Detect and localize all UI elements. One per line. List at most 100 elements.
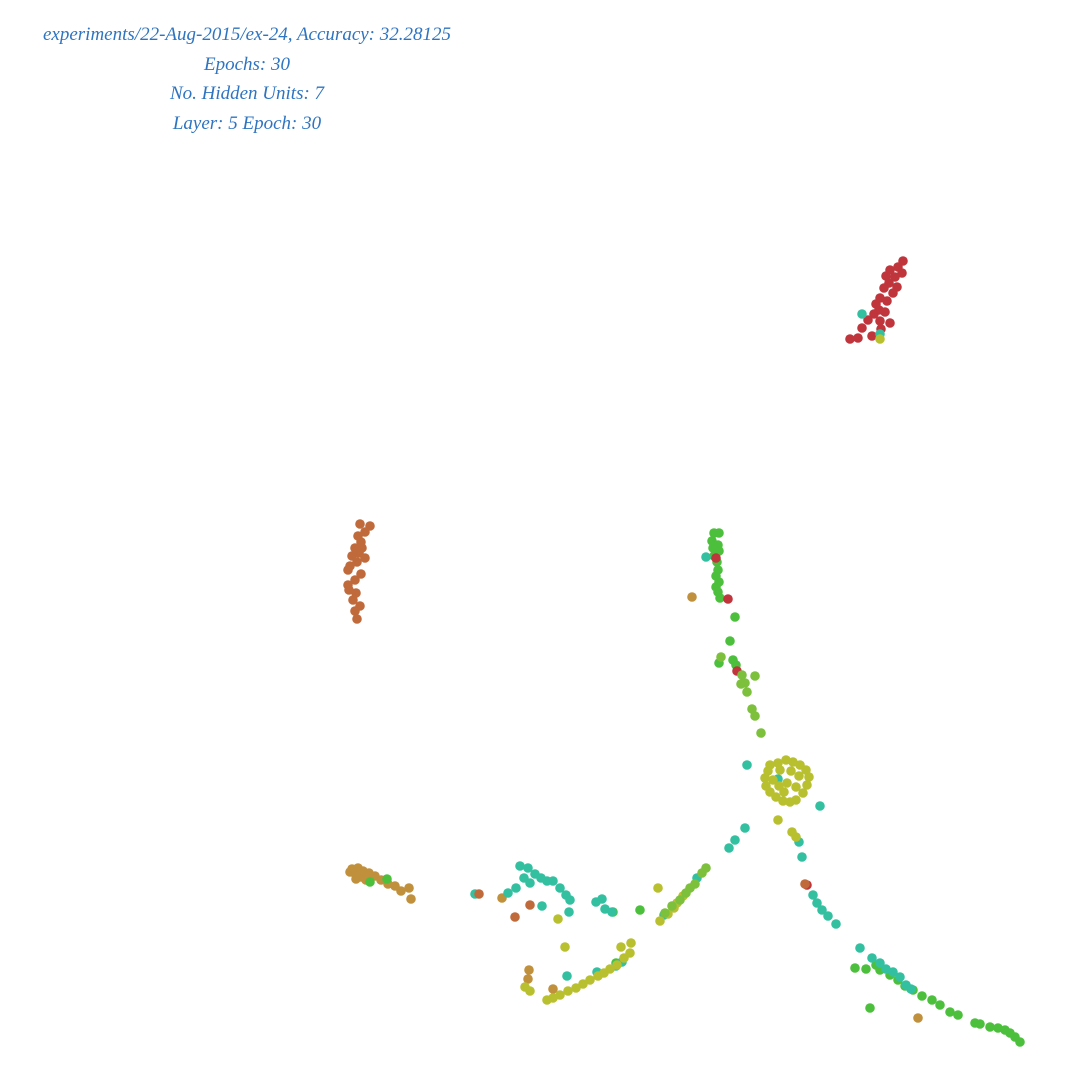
data-point <box>897 268 907 278</box>
data-point <box>797 852 807 862</box>
data-point <box>542 995 552 1005</box>
data-point <box>855 943 865 953</box>
data-point <box>740 823 750 833</box>
data-point <box>523 974 533 984</box>
data-point <box>351 874 361 884</box>
data-point <box>808 890 818 900</box>
data-point <box>935 1000 945 1010</box>
data-point <box>525 878 535 888</box>
data-point <box>348 595 358 605</box>
data-point <box>853 333 863 343</box>
data-point <box>953 1010 963 1020</box>
data-point <box>355 519 365 529</box>
experiment-accuracy-line: experiments/22-Aug-2015/ex-24, Accuracy:… <box>42 24 452 45</box>
data-point <box>681 888 691 898</box>
data-point <box>945 1007 955 1017</box>
data-point <box>562 971 572 981</box>
data-point <box>730 835 740 845</box>
data-point <box>863 315 873 325</box>
data-point <box>360 527 370 537</box>
data-point <box>885 318 895 328</box>
data-point <box>524 965 534 975</box>
data-point <box>786 766 796 776</box>
data-point <box>917 991 927 1001</box>
data-point <box>857 323 867 333</box>
data-point <box>867 331 877 341</box>
data-point <box>515 861 525 871</box>
data-point <box>701 552 711 562</box>
data-point <box>548 984 558 994</box>
data-point <box>474 889 484 899</box>
layer-epoch-line: Layer: 5 Epoch: 30 <box>172 112 322 134</box>
data-point <box>823 911 833 921</box>
data-point <box>537 901 547 911</box>
data-point <box>750 671 760 681</box>
data-point <box>593 971 603 981</box>
data-point <box>343 565 353 575</box>
data-point <box>360 553 370 563</box>
data-point <box>555 883 565 893</box>
data-point <box>815 801 825 811</box>
data-point <box>523 863 533 873</box>
data-point <box>697 868 707 878</box>
data-point <box>861 964 871 974</box>
data-point <box>525 900 535 910</box>
data-point <box>750 711 760 721</box>
data-point <box>812 898 822 908</box>
data-point <box>404 883 414 893</box>
data-point <box>548 876 558 886</box>
data-point <box>725 636 735 646</box>
data-point <box>660 908 670 918</box>
data-point <box>737 670 747 680</box>
data-point <box>736 679 746 689</box>
data-point <box>970 1018 980 1028</box>
data-point <box>993 1023 1003 1033</box>
data-point <box>715 593 725 603</box>
data-point <box>345 867 355 877</box>
data-point <box>553 914 563 924</box>
data-point <box>794 771 804 781</box>
data-point <box>985 1022 995 1032</box>
data-point <box>612 960 622 970</box>
data-point <box>356 569 366 579</box>
data-point <box>357 543 367 553</box>
data-point <box>850 963 860 973</box>
data-point <box>742 687 752 697</box>
data-point <box>352 557 362 567</box>
points-layer <box>343 256 1025 1047</box>
data-point <box>895 972 905 982</box>
data-point <box>761 781 771 791</box>
data-point <box>619 953 629 963</box>
data-point <box>565 895 575 905</box>
data-point <box>607 907 617 917</box>
data-point <box>723 594 733 604</box>
data-point <box>890 272 900 282</box>
data-point <box>857 309 867 319</box>
data-point <box>913 1013 923 1023</box>
data-point <box>927 995 937 1005</box>
data-point <box>564 907 574 917</box>
data-point <box>867 953 877 963</box>
data-point <box>503 888 513 898</box>
data-point <box>756 728 766 738</box>
data-point <box>571 983 581 993</box>
data-point <box>560 942 570 952</box>
data-point <box>616 942 626 952</box>
data-point <box>763 766 773 776</box>
data-point <box>798 788 808 798</box>
data-point <box>845 334 855 344</box>
data-point <box>675 895 685 905</box>
data-point <box>511 883 521 893</box>
data-point <box>831 919 841 929</box>
data-point <box>779 787 789 797</box>
data-point <box>711 553 721 563</box>
data-point <box>687 592 697 602</box>
epochs-line: Epochs: 30 <box>203 53 290 75</box>
data-point <box>350 575 360 585</box>
data-point <box>585 975 595 985</box>
data-point <box>365 877 375 887</box>
data-point <box>791 832 801 842</box>
data-point <box>352 614 362 624</box>
data-point <box>714 528 724 538</box>
